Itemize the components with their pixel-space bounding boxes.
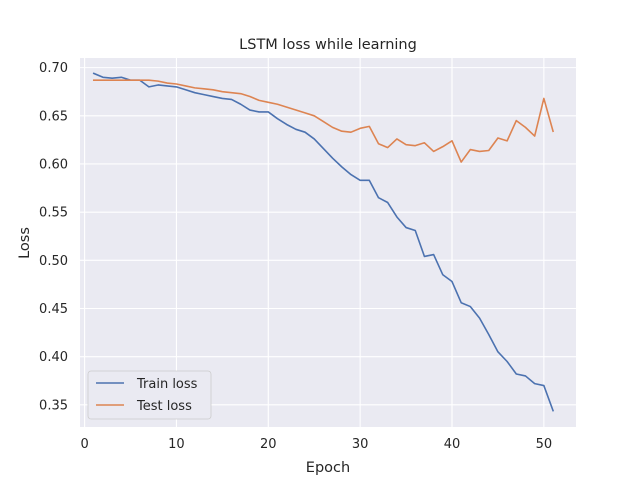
plot-background (80, 58, 576, 427)
series-lines (92, 72, 555, 412)
y-tick-label: 0.50 (39, 254, 68, 269)
y-tick-label: 0.45 (39, 302, 68, 317)
x-tick-label: 40 (444, 437, 461, 452)
legend-label-test: Test loss (136, 399, 192, 414)
x-axis-title: Epoch (306, 460, 350, 476)
y-axis-title: Loss (17, 227, 33, 259)
x-tick-labels: 0 10 20 30 40 50 (80, 437, 552, 452)
y-tick-label: 0.65 (39, 109, 68, 124)
train-loss-line (92, 72, 555, 412)
grid (80, 58, 576, 427)
y-tick-label: 0.40 (39, 350, 68, 365)
y-tick-labels: 0.35 0.40 0.45 0.50 0.55 0.60 0.65 0.70 (39, 61, 68, 413)
legend-label-train: Train loss (136, 377, 198, 392)
chart-title: LSTM loss while learning (239, 37, 417, 53)
y-tick-label: 0.55 (39, 206, 68, 221)
x-tick-label: 30 (352, 437, 369, 452)
x-tick-label: 20 (260, 437, 277, 452)
test-loss-line (92, 79, 555, 163)
x-tick-label: 0 (80, 437, 88, 452)
x-tick-label: 50 (536, 437, 553, 452)
legend: Train loss Test loss (87, 370, 212, 420)
x-tick-label: 10 (168, 437, 185, 452)
y-tick-label: 0.60 (39, 157, 68, 172)
y-tick-label: 0.70 (39, 61, 68, 76)
y-tick-label: 0.35 (39, 398, 68, 413)
